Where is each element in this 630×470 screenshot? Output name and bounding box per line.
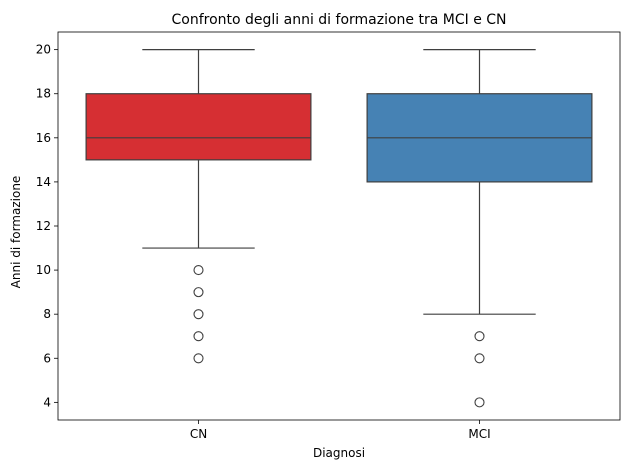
y-tick-label: 14 xyxy=(36,175,51,189)
y-tick-label: 8 xyxy=(43,307,51,321)
x-tick-label: CN xyxy=(190,427,207,441)
y-tick-label: 20 xyxy=(36,43,51,57)
outlier-point xyxy=(474,353,485,364)
outlier-point xyxy=(474,331,485,342)
iqr-box xyxy=(85,93,312,161)
y-tick-label: 16 xyxy=(36,131,51,145)
box-mci xyxy=(366,49,593,408)
y-axis-label: Anni di formazione xyxy=(9,176,23,289)
outlier-point xyxy=(193,353,204,364)
outlier-point xyxy=(474,397,485,408)
y-tick-label: 10 xyxy=(36,263,51,277)
boxes-layer xyxy=(85,49,593,408)
y-tick-label: 12 xyxy=(36,219,51,233)
box-cn xyxy=(85,49,312,364)
y-tick-label: 4 xyxy=(43,395,51,409)
x-axis: CN MCI xyxy=(190,420,491,441)
plot-frame xyxy=(57,31,621,421)
chart-title: Confronto degli anni di formazione tra M… xyxy=(171,12,506,28)
x-axis-label: Diagnosi xyxy=(313,446,365,460)
outlier-point xyxy=(193,309,204,320)
y-axis: 4 6 8 10 12 14 16 18 20 xyxy=(36,43,58,409)
outlier-point xyxy=(193,265,204,276)
x-tick-label: MCI xyxy=(468,427,490,441)
outlier-point xyxy=(193,331,204,342)
outlier-point xyxy=(193,287,204,298)
y-tick-label: 18 xyxy=(36,87,51,101)
y-tick-label: 6 xyxy=(43,351,51,365)
